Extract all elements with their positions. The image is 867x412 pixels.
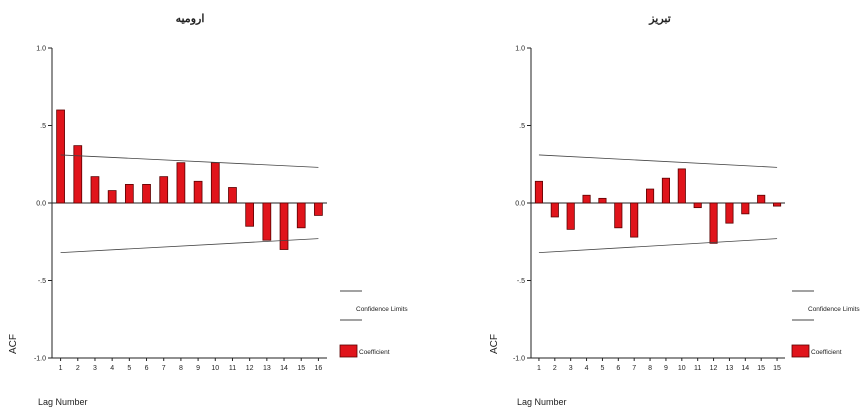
x-tick-label: 8 (179, 365, 183, 372)
x-tick-label: 15 (757, 365, 765, 372)
legend-coefficient-swatch (791, 344, 810, 358)
legend-coefficient-swatch (339, 344, 358, 358)
acf-bar (550, 202, 559, 218)
y-tick-label: 1.0 (36, 46, 46, 53)
x-tick-label: 10 (678, 365, 686, 372)
x-tick-label: 7 (162, 365, 166, 372)
x-tick-label: 7 (632, 365, 636, 372)
upper-confidence-line (538, 154, 778, 168)
x-tick-label: 6 (145, 365, 149, 372)
y-tick-label: 0.0 (515, 201, 525, 208)
x-tick-label: 8 (648, 365, 652, 372)
chart-title: تبریز (648, 13, 671, 25)
legend-coefficient-label: Coefficient (359, 349, 390, 356)
x-tick-label: 9 (664, 365, 668, 372)
acf-bar (677, 168, 686, 204)
chart-title: ارومیه (176, 13, 205, 25)
acf-bar (279, 202, 289, 250)
acf-bar (176, 162, 186, 204)
x-tick-label: 5 (600, 365, 604, 372)
x-tick-label: 3 (93, 365, 97, 372)
acf-bar (661, 177, 670, 204)
acf-bar (193, 180, 203, 204)
acf-bar (646, 188, 655, 204)
x-tick-label: 10 (211, 365, 219, 372)
acf-bar (73, 145, 83, 204)
legend-confidence-label: Confidence Limits (356, 306, 408, 313)
x-tick-label: 13 (263, 365, 271, 372)
x-tick-label: 6 (616, 365, 620, 372)
legend-confidence-label: Confidence Limits (808, 306, 860, 313)
acf-bar (228, 187, 237, 204)
x-tick-label: 12 (710, 365, 718, 372)
acf-bar (314, 202, 323, 216)
lower-confidence-line (60, 238, 319, 253)
acf-bar (614, 202, 623, 229)
acf-bar (90, 176, 100, 204)
acf-bar (56, 109, 65, 204)
x-tick-label: 2 (76, 365, 80, 372)
x-tick-label: 14 (280, 365, 288, 372)
y-axis-label: ACF (489, 334, 500, 354)
y-tick-label: -1.0 (513, 356, 525, 363)
y-tick-label: 1.0 (515, 46, 525, 53)
legend: Confidence Limits Coefficient (339, 290, 408, 358)
acf-bar (262, 202, 272, 241)
x-tick-label: 12 (246, 365, 254, 372)
x-tick-label: 11 (229, 365, 236, 372)
legend-coefficient-label: Coefficient (811, 349, 842, 356)
x-tick-label: 4 (110, 365, 114, 372)
acf-bar (709, 202, 718, 244)
y-tick-label: -.5 (517, 278, 525, 285)
y-axis-label: ACF (8, 334, 19, 354)
acf-bar (741, 202, 750, 215)
y-tick-label: -1.0 (34, 356, 46, 363)
acf-bar (630, 202, 639, 238)
x-tick-label: 5 (127, 365, 131, 372)
x-axis-label: Lag Number (517, 397, 567, 407)
acf-bar (107, 190, 117, 204)
y-tick-label: -.5 (38, 278, 46, 285)
x-tick-label: 1 (537, 365, 541, 372)
acf-bar (773, 202, 782, 207)
acf-bar (142, 183, 151, 204)
x-tick-label: 14 (741, 365, 749, 372)
acf-bar (582, 194, 591, 204)
x-tick-label: 16 (315, 365, 323, 372)
acf-bar (534, 180, 543, 204)
x-tick-label: 15 (297, 365, 305, 372)
x-axis-label: Lag Number (38, 397, 88, 407)
acf-bar (159, 176, 169, 204)
y-tick-label: .5 (40, 123, 46, 130)
x-tick-label: 4 (585, 365, 589, 372)
x-tick-label: 9 (196, 365, 200, 372)
acf-bar (757, 194, 766, 204)
acf-bar (245, 202, 255, 227)
acf-bar (566, 202, 575, 230)
acf-bar (296, 202, 306, 229)
acf-bar (598, 197, 607, 204)
x-tick-label: 11 (694, 365, 701, 372)
acf-bar (693, 202, 702, 209)
acf-bar (210, 162, 220, 204)
x-tick-label: 13 (726, 365, 734, 372)
y-tick-label: 0.0 (36, 201, 46, 208)
lower-confidence-line (538, 238, 778, 253)
x-tick-label: 15 (773, 365, 781, 372)
acf-bar (725, 202, 734, 224)
x-tick-label: 1 (59, 365, 63, 372)
acf-bar (124, 183, 134, 204)
x-tick-label: 2 (553, 365, 557, 372)
legend: Confidence Limits Coefficient (791, 290, 860, 358)
x-tick-label: 3 (569, 365, 573, 372)
y-tick-label: .5 (519, 123, 525, 130)
upper-confidence-line (60, 154, 319, 168)
